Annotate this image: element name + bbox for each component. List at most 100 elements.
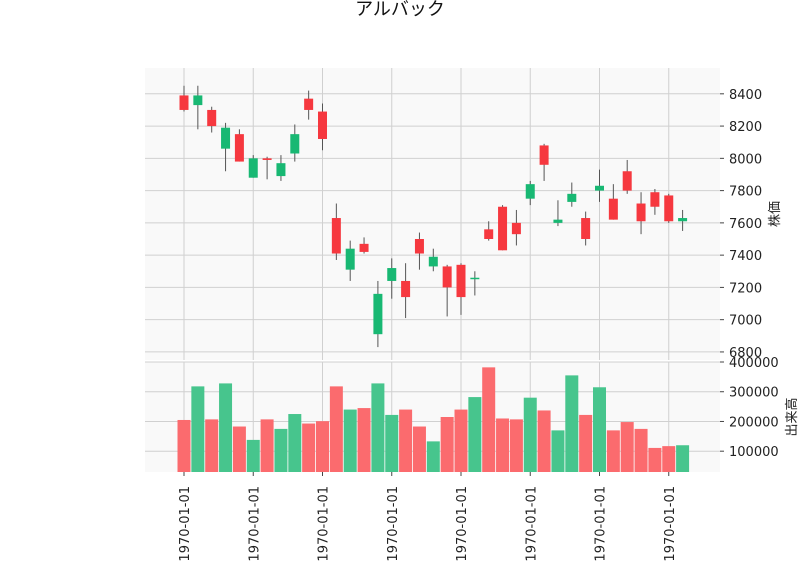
- price-panel-background: [145, 68, 720, 360]
- volume-bar: [565, 375, 579, 472]
- volume-bar: [482, 367, 496, 472]
- volume-tick-label: 100000: [729, 445, 779, 460]
- volume-bar: [509, 419, 523, 472]
- candle-body: [595, 185, 604, 191]
- candle-body: [234, 134, 244, 162]
- candle-body: [373, 293, 383, 335]
- price-tick-label: 7400: [729, 249, 762, 264]
- volume-bar: [454, 409, 468, 472]
- volume-bar: [260, 419, 274, 472]
- volume-bar: [523, 397, 537, 472]
- price-tick-label: 7200: [729, 281, 762, 296]
- candle-body: [650, 192, 660, 207]
- price-tick-label: 6800: [729, 346, 762, 361]
- candle-body: [359, 243, 369, 252]
- candle-body: [622, 171, 632, 191]
- candle-body: [193, 95, 203, 106]
- volume-bar: [496, 418, 510, 472]
- price-panel: 6800 7000 7200 7400 7600 7800 8000 8200 8400 株価: [145, 68, 783, 361]
- volume-tick-label: 400000: [729, 356, 779, 371]
- volume-bar: [205, 419, 219, 472]
- volume-bar: [288, 414, 302, 472]
- volume-bar: [357, 408, 371, 472]
- volume-bar: [676, 445, 690, 472]
- candle-body: [553, 219, 563, 223]
- price-tick-label: 7600: [729, 217, 762, 232]
- volume-panel: 100000 200000 300000 400000 出来高: [145, 356, 800, 472]
- volume-bar: [302, 423, 316, 472]
- candle-body: [470, 277, 480, 280]
- candle-body: [636, 203, 646, 222]
- x-tick-label: 1970-01-01: [178, 486, 193, 562]
- candle-body: [318, 111, 327, 139]
- candle-body: [608, 198, 618, 220]
- candle-body: [179, 95, 189, 110]
- candle-body: [456, 264, 466, 298]
- candle-body: [567, 193, 577, 202]
- candle-body: [525, 184, 535, 199]
- price-tick-labels: 6800 7000 7200 7400 7600 7800 8000 8200 8400: [720, 88, 762, 361]
- volume-bar: [191, 386, 205, 472]
- candle-body: [276, 163, 286, 177]
- x-tick-label: 1970-01-01: [247, 486, 262, 562]
- volume-bar: [329, 386, 343, 472]
- candle-body: [304, 98, 314, 110]
- volume-bar: [634, 428, 648, 472]
- volume-bar: [579, 414, 593, 472]
- volume-bar: [412, 426, 426, 472]
- x-tick-labels: 1970-01-01 1970-01-01 1970-01-01 1970-01-01…: [178, 472, 678, 562]
- x-tick-label: 1970-01-01: [386, 486, 401, 562]
- x-tick-label: 1970-01-01: [594, 486, 609, 562]
- volume-bar: [274, 428, 288, 472]
- candle-body: [442, 266, 452, 288]
- x-tick-label: 1970-01-01: [663, 486, 678, 562]
- candle-body: [290, 134, 300, 154]
- candle-body: [262, 158, 272, 160]
- x-tick-label: 1970-01-01: [524, 486, 539, 562]
- candle-body: [581, 218, 591, 240]
- candle-body: [248, 158, 258, 178]
- candle-body: [207, 109, 217, 127]
- volume-bar: [343, 409, 357, 472]
- price-tick-label: 8200: [729, 120, 762, 135]
- price-tick-label: 8000: [729, 152, 762, 167]
- candle-body: [401, 280, 411, 298]
- volume-bar: [648, 447, 662, 472]
- volume-bar: [385, 414, 399, 472]
- x-tick-label: 1970-01-01: [455, 486, 470, 562]
- volume-bar: [468, 397, 482, 472]
- candle-body: [484, 229, 494, 240]
- candle-body: [498, 206, 508, 251]
- candle-body: [221, 127, 231, 149]
- candle-body: [664, 195, 674, 222]
- x-tick-label: 1970-01-01: [317, 486, 332, 562]
- volume-tick-label: 200000: [729, 415, 779, 430]
- volume-bar: [371, 383, 385, 472]
- price-axis-label: 株価: [768, 201, 783, 227]
- candle-body: [331, 218, 341, 254]
- volume-bar: [246, 439, 260, 472]
- volume-bar: [399, 409, 413, 472]
- volume-bars: [177, 367, 690, 472]
- candle-body: [414, 239, 424, 254]
- volume-bar: [219, 383, 233, 472]
- volume-bar: [316, 421, 329, 472]
- volume-axis-label: 出来高: [784, 397, 800, 436]
- volume-tick-label: 300000: [729, 386, 779, 401]
- chart-title: アルバック: [355, 0, 445, 20]
- candle-body: [387, 268, 397, 281]
- volume-tick-labels: 100000 200000 300000 400000: [720, 356, 779, 460]
- price-tick-label: 7800: [729, 185, 762, 200]
- volume-bar: [551, 430, 565, 472]
- candle-body: [539, 145, 549, 165]
- volume-bar: [426, 441, 440, 472]
- candle-body: [345, 248, 355, 270]
- price-tick-label: 8400: [729, 88, 762, 103]
- candle-body: [678, 218, 688, 222]
- volume-bar: [593, 387, 606, 472]
- price-tick-label: 7000: [729, 314, 762, 329]
- candle-body: [428, 256, 438, 267]
- volume-bar: [620, 422, 634, 472]
